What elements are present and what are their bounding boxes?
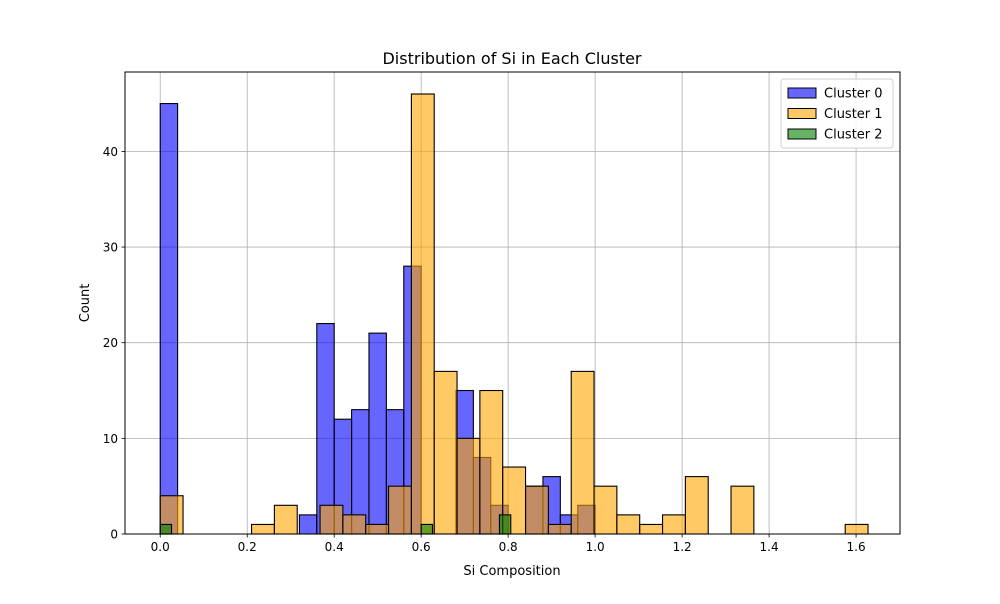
x-tick-label: 1.6 xyxy=(847,540,866,554)
legend-label: Cluster 0 xyxy=(824,87,883,102)
histogram-bar xyxy=(365,523,390,535)
legend-label: Cluster 2 xyxy=(824,128,883,143)
y-axis-label: Count xyxy=(78,284,93,323)
histogram-bar xyxy=(639,523,664,535)
x-tick-label: 1.2 xyxy=(673,540,692,554)
legend-swatch xyxy=(787,128,817,140)
histogram-bar xyxy=(319,504,344,535)
legend-swatch xyxy=(787,87,817,99)
x-tick-label: 0.0 xyxy=(151,540,170,554)
bar-layer xyxy=(159,93,869,535)
histogram-bar xyxy=(498,514,512,535)
histogram-bar xyxy=(159,523,173,535)
histogram-bar xyxy=(570,370,595,535)
axes-frame xyxy=(124,71,901,535)
x-tick-label: 0.8 xyxy=(499,540,518,554)
x-axis-label: Si Composition xyxy=(463,564,560,579)
histogram-bar xyxy=(524,485,549,535)
histogram-bar xyxy=(368,332,387,535)
histogram-bar xyxy=(456,437,481,535)
y-tick-label: 40 xyxy=(103,145,118,159)
histogram-bar xyxy=(251,523,275,535)
y-tick-label: 20 xyxy=(103,336,118,350)
histogram-bar xyxy=(479,389,504,535)
series-cluster-1 xyxy=(159,93,869,535)
histogram-bar xyxy=(410,93,435,535)
histogram-bar xyxy=(273,504,298,535)
histogram-bar xyxy=(616,514,641,535)
legend-label: Cluster 1 xyxy=(824,107,883,122)
x-tick-label: 0.6 xyxy=(412,540,431,554)
x-tick-label: 1.0 xyxy=(586,540,605,554)
y-tick-label: 30 xyxy=(103,241,118,255)
y-tick-label: 10 xyxy=(103,432,118,446)
chart-title: Distribution of Si in Each Cluster xyxy=(382,49,641,68)
histogram-bar xyxy=(593,485,618,535)
histogram-bar xyxy=(730,485,755,535)
histogram-bar xyxy=(316,323,335,535)
histogram-bar xyxy=(684,476,709,535)
histogram-bar xyxy=(547,523,572,535)
tick-layer: 0.0 0.2 0.4 0.6 0.8 1.0 1.2 1.4 1.6 0 10 20 30 40 xyxy=(103,145,866,554)
x-tick-label: 0.2 xyxy=(238,540,257,554)
x-tick-label: 0.4 xyxy=(325,540,344,554)
histogram-bar xyxy=(661,514,686,535)
histogram-bar xyxy=(433,370,458,535)
x-tick-label: 1.4 xyxy=(760,540,779,554)
histogram-bar xyxy=(388,485,412,535)
histogram-bar xyxy=(844,523,869,535)
histogram-bar xyxy=(342,514,367,535)
histogram-bar xyxy=(298,514,318,535)
legend-swatch xyxy=(787,108,817,119)
series-cluster-0 xyxy=(159,103,596,535)
y-tick-label: 0 xyxy=(110,528,118,542)
legend: Cluster 0 Cluster 1 Cluster 2 xyxy=(780,78,894,149)
histogram-bar xyxy=(420,523,434,535)
histogram-bar xyxy=(159,103,179,535)
